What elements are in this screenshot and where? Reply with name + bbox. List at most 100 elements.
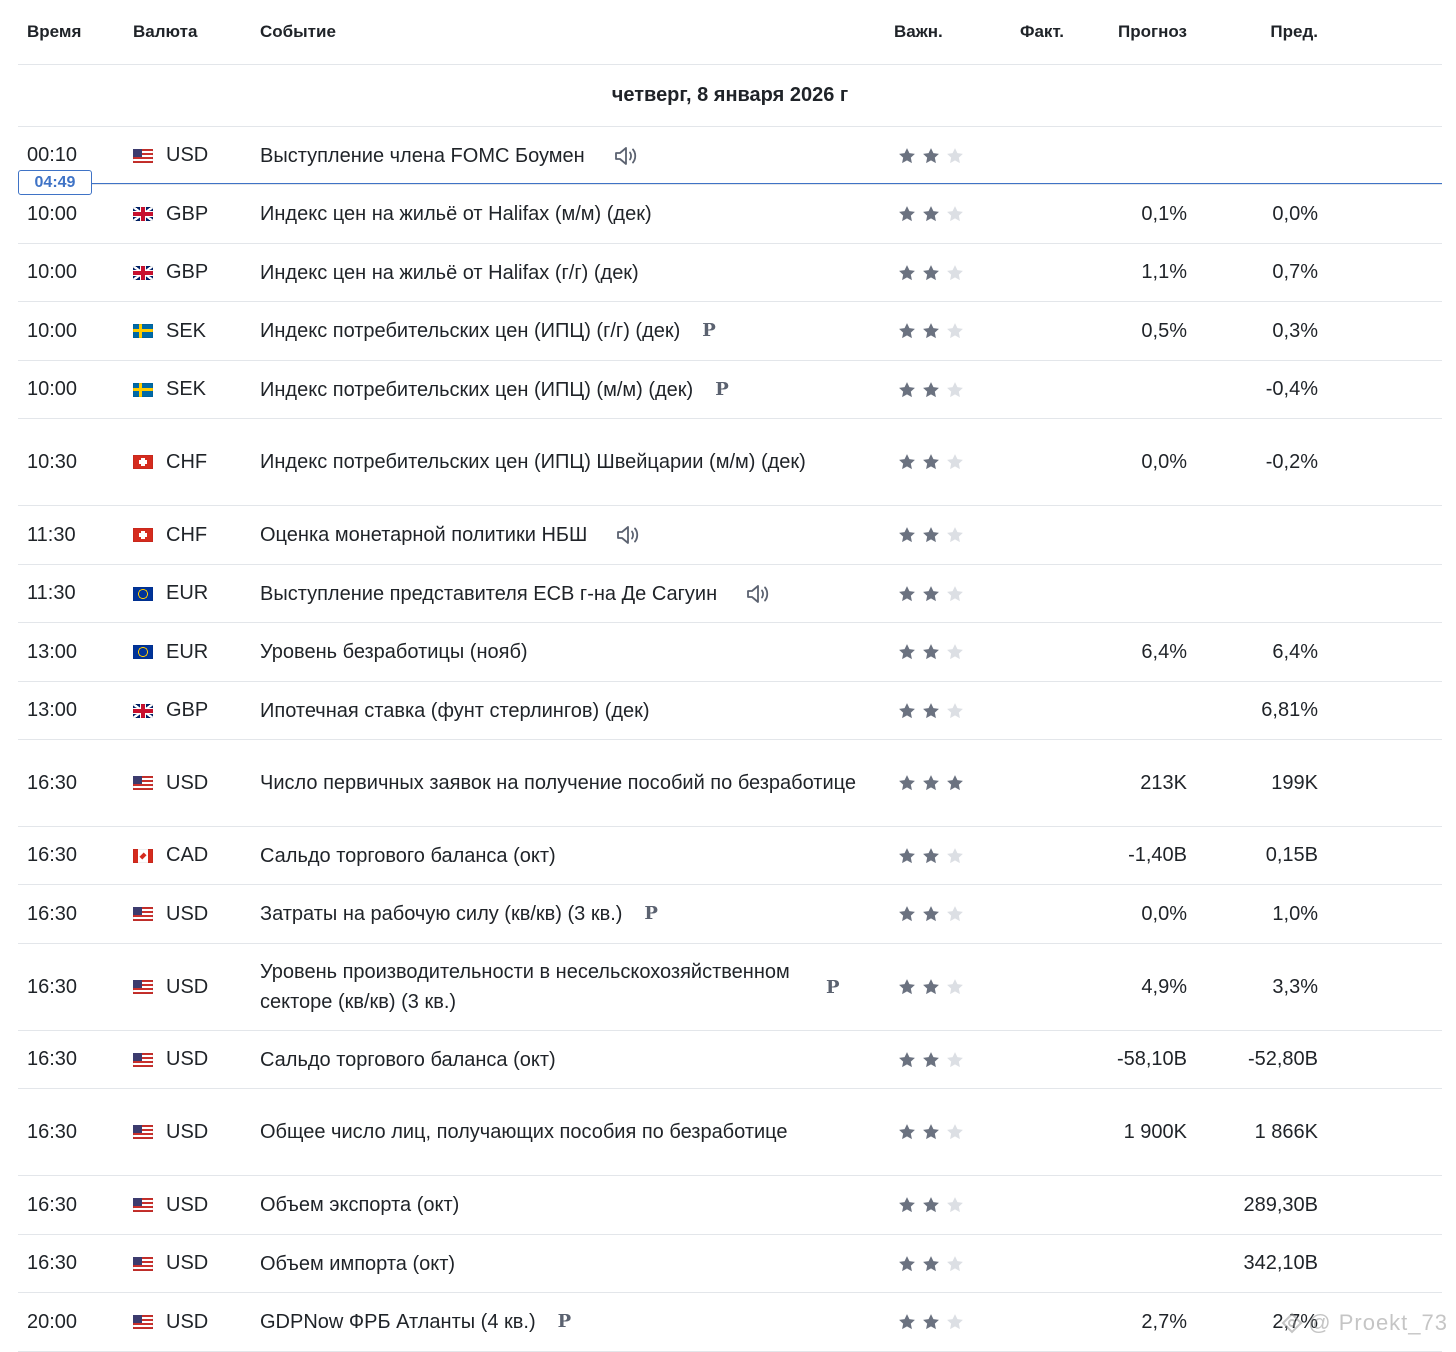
event-title[interactable]: Сальдо торгового баланса (окт): [260, 844, 556, 867]
event-title[interactable]: Число первичных заявок на получение посо…: [260, 772, 856, 794]
event-name[interactable]: Сальдо торгового баланса (окт): [260, 1031, 860, 1088]
star-filled-icon: [896, 584, 918, 604]
currency-code: USD: [166, 1310, 209, 1333]
table-row[interactable]: 16:30 USD Сальдо торгового баланса (окт) -5…: [18, 1031, 1442, 1089]
speaker-icon[interactable]: [745, 582, 771, 606]
event-currency: SEK: [133, 361, 206, 418]
us-flag-icon: [133, 1315, 153, 1329]
star-filled-icon: [896, 263, 918, 283]
event-actual: [958, 944, 1064, 1030]
table-row[interactable]: 11:30 CHF Оценка монетарной политики НБШ: [18, 506, 1442, 565]
table-row[interactable]: 16:30 USD Общее число лиц, получающих посо…: [18, 1089, 1442, 1176]
table-row[interactable]: 13:00 GBP Ипотечная ставка (фунт стерлинго…: [18, 682, 1442, 740]
table-row[interactable]: 13:00 EUR Уровень безработицы (нояб) 6,4% 6,…: [18, 623, 1442, 682]
event-name[interactable]: Ипотечная ставка (фунт стерлингов) (дек): [260, 682, 860, 739]
event-title[interactable]: Сальдо торгового баланса (окт): [260, 1048, 556, 1071]
event-time: 16:30: [27, 1120, 78, 1143]
event-name[interactable]: Сальдо торгового баланса (окт): [260, 827, 860, 884]
us-flag-icon: [133, 1052, 153, 1067]
event-name[interactable]: Общее число лиц, получающих пособия по б…: [260, 1089, 860, 1175]
event-name[interactable]: Индекс цен на жильё от Halifax (г/г) (де…: [260, 244, 860, 301]
star-empty-icon: [944, 701, 966, 721]
header-previous[interactable]: Пред.: [1270, 22, 1318, 41]
importance-stars: [896, 623, 966, 681]
importance-stars: [896, 127, 966, 184]
header-event[interactable]: Событие: [260, 22, 336, 41]
table-row[interactable]: 10:00 GBP Индекс цен на жильё от Halifax (…: [18, 185, 1442, 244]
event-currency: GBP: [133, 682, 208, 739]
event-title[interactable]: Индекс цен на жильё от Halifax (м/м) (де…: [260, 203, 652, 225]
speaker-icon[interactable]: [613, 144, 639, 168]
header-forecast[interactable]: Прогноз: [1118, 22, 1187, 41]
event-previous: [1208, 506, 1318, 564]
currency-code: USD: [166, 144, 209, 166]
header-currency[interactable]: Валюта: [133, 22, 198, 41]
event-forecast: [1078, 565, 1187, 622]
table-row[interactable]: 16:30 USD Объем экспорта (окт) 289,30B: [18, 1176, 1442, 1235]
table-row[interactable]: 00:10 USD Выступление члена FOMC Боумен: [18, 127, 1442, 185]
event-title[interactable]: Выступление члена FOMC Боумен: [260, 144, 585, 167]
header-importance[interactable]: Важн.: [894, 22, 943, 41]
event-name[interactable]: Индекс потребительских цен (ИПЦ) Швейцар…: [260, 419, 860, 505]
event-name[interactable]: Выступление представителя ЕСВ г-на Де Са…: [260, 565, 860, 622]
event-title[interactable]: Уровень производительности в несельскохо…: [260, 961, 790, 1013]
watermark: @ Proekt_73: [1280, 1310, 1448, 1336]
header-time[interactable]: Время: [27, 22, 82, 41]
star-empty-icon: [944, 584, 966, 604]
table-row[interactable]: 10:00 SEK Индекс потребительских цен (ИПЦ)…: [18, 361, 1442, 419]
event-time: 10:00: [27, 378, 78, 400]
event-forecast: [1078, 506, 1187, 564]
table-row[interactable]: 16:30 USD Затраты на рабочую силу (кв/кв) …: [18, 885, 1442, 944]
event-name[interactable]: Выступление члена FOMC Боумен: [260, 127, 860, 184]
event-title[interactable]: Индекс потребительских цен (ИПЦ) Швейцар…: [260, 451, 806, 473]
event-title[interactable]: Общее число лиц, получающих пособия по б…: [260, 1121, 788, 1143]
table-row[interactable]: 16:30 CAD Сальдо торгового баланса (окт) -1…: [18, 827, 1442, 885]
table-row[interactable]: 10:30 CHF Индекс потребительских цен (ИПЦ)…: [18, 419, 1442, 506]
event-name[interactable]: Индекс потребительских цен (ИПЦ) (м/м) (…: [260, 361, 860, 418]
event-title[interactable]: Индекс потребительских цен (ИПЦ) (г/г) (…: [260, 320, 681, 342]
table-row[interactable]: 16:30 USD Число первичных заявок на получе…: [18, 740, 1442, 827]
event-title[interactable]: Выступление представителя ЕСВ г-на Де Са…: [260, 582, 718, 605]
event-name[interactable]: Уровень безработицы (нояб): [260, 623, 860, 681]
event-name[interactable]: Индекс цен на жильё от Halifax (м/м) (де…: [260, 185, 860, 243]
event-time: 11:30: [27, 523, 76, 546]
event-time: 00:10: [27, 144, 78, 166]
event-rows: 00:10 USD Выступление члена FOMC Боумен 10:…: [18, 127, 1442, 1352]
event-title[interactable]: Оценка монетарной политики НБШ: [260, 524, 588, 546]
event-name[interactable]: GDPNow ФРБ Атланты (4 кв.) P: [260, 1293, 860, 1351]
us-flag-icon: [133, 1198, 153, 1212]
star-filled-icon: [896, 904, 918, 924]
table-row[interactable]: 11:30 EUR Выступление представителя ЕСВ г-…: [18, 565, 1442, 623]
event-name[interactable]: Объем импорта (окт): [260, 1235, 860, 1292]
event-name[interactable]: Индекс потребительских цен (ИПЦ) (г/г) (…: [260, 302, 860, 360]
event-title[interactable]: GDPNow ФРБ Атланты (4 кв.): [260, 1311, 536, 1333]
event-name[interactable]: Оценка монетарной политики НБШ: [260, 506, 860, 564]
event-actual: [958, 1176, 1064, 1234]
event-name[interactable]: Уровень производительности в несельскохо…: [260, 944, 860, 1030]
event-name[interactable]: Объем экспорта (окт): [260, 1176, 860, 1234]
event-title[interactable]: Ипотечная ставка (фунт стерлингов) (дек): [260, 699, 650, 722]
event-currency: USD: [133, 885, 208, 943]
event-title[interactable]: Объем экспорта (окт): [260, 1194, 460, 1216]
se-flag-icon: [133, 382, 153, 397]
event-forecast: 0,1%: [1141, 202, 1187, 225]
importance-stars: [896, 302, 966, 360]
star-filled-icon: [896, 846, 918, 866]
table-row[interactable]: 10:00 GBP Индекс цен на жильё от Halifax (…: [18, 244, 1442, 302]
event-currency: EUR: [133, 565, 208, 622]
event-title[interactable]: Уровень безработицы (нояб): [260, 641, 528, 663]
table-row[interactable]: 16:30 USD Уровень производительности в нес…: [18, 944, 1442, 1031]
speaker-icon[interactable]: [615, 523, 641, 547]
star-empty-icon: [944, 1050, 966, 1070]
event-name[interactable]: Затраты на рабочую силу (кв/кв) (3 кв.) P: [260, 885, 860, 943]
event-title[interactable]: Индекс цен на жильё от Halifax (г/г) (де…: [260, 261, 639, 284]
event-title[interactable]: Объем импорта (окт): [260, 1252, 456, 1275]
event-name[interactable]: Число первичных заявок на получение посо…: [260, 740, 860, 826]
event-actual: [958, 885, 1064, 943]
table-row[interactable]: 20:00 USD GDPNow ФРБ Атланты (4 кв.) P 2,7% 2…: [18, 1293, 1442, 1352]
event-title[interactable]: Затраты на рабочую силу (кв/кв) (3 кв.): [260, 903, 623, 925]
table-row[interactable]: 10:00 SEK Индекс потребительских цен (ИПЦ)…: [18, 302, 1442, 361]
event-title[interactable]: Индекс потребительских цен (ИПЦ) (м/м) (…: [260, 378, 694, 401]
header-actual[interactable]: Факт.: [1019, 22, 1064, 41]
table-row[interactable]: 16:30 USD Объем импорта (окт) 342,10B: [18, 1235, 1442, 1293]
